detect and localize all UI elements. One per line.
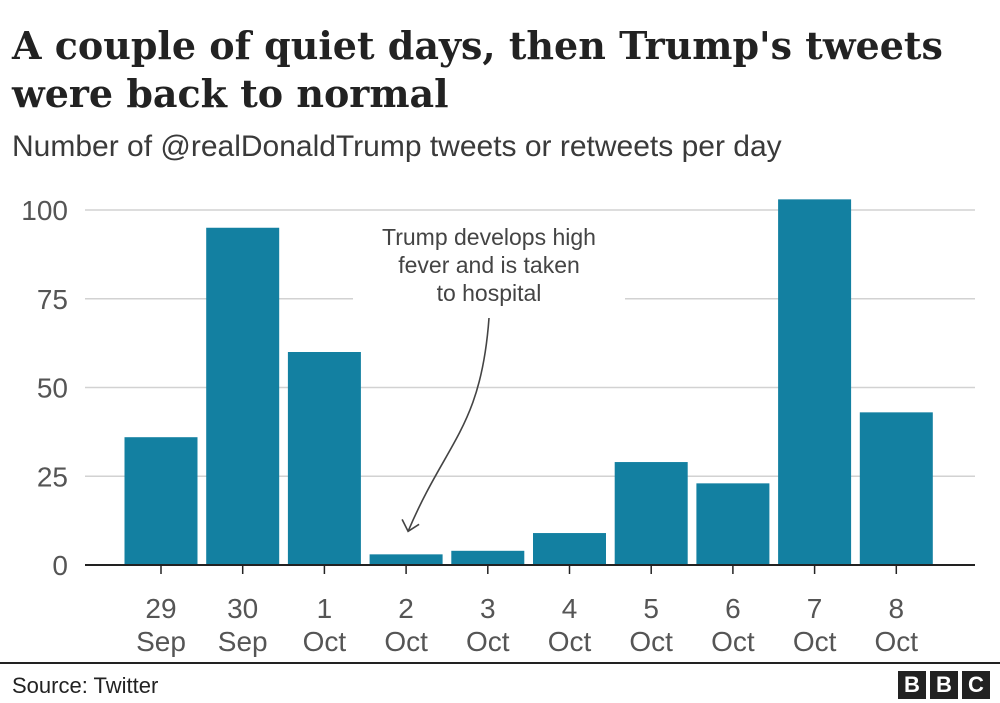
- bar: [778, 199, 852, 565]
- bar: [287, 352, 361, 565]
- annotation-arrow: [407, 317, 490, 532]
- bbc-logo-letter-3: C: [962, 671, 990, 699]
- bar: [206, 227, 280, 565]
- bar: [859, 412, 933, 565]
- x-tick-label: 29: [145, 593, 176, 624]
- x-tick-label: 4: [562, 593, 578, 624]
- bbc-logo-letter-2: B: [930, 671, 958, 699]
- y-tick-label: 100: [21, 195, 68, 226]
- chart-title: A couple of quiet days, then Trump's twe…: [12, 23, 943, 116]
- bar: [696, 483, 770, 565]
- bar: [533, 533, 606, 565]
- chart-subtitle: Number of @realDonaldTrump tweets or ret…: [12, 130, 782, 163]
- footer-divider: [0, 662, 1000, 664]
- x-tick-label: Oct: [793, 626, 837, 657]
- x-tick-label: 2: [398, 593, 414, 624]
- source-credit: Source: Twitter: [12, 673, 159, 698]
- annotation-text: fever and is taken: [398, 252, 580, 278]
- annotation-background: [353, 220, 625, 312]
- x-tick-label: Oct: [629, 626, 673, 657]
- x-tick-label: Oct: [711, 626, 755, 657]
- bar: [614, 462, 688, 565]
- x-tick-label: 8: [889, 593, 905, 624]
- x-tick-label: 1: [317, 593, 333, 624]
- annotation-text: Trump develops high: [382, 224, 596, 250]
- x-tick-label: Oct: [466, 626, 510, 657]
- bbc-logo: B B C: [898, 671, 990, 699]
- x-tick-label: 7: [807, 593, 823, 624]
- x-tick-label: 5: [643, 593, 659, 624]
- x-tick-label: Sep: [218, 626, 268, 657]
- bbc-logo-letter-1: B: [898, 671, 926, 699]
- bar: [124, 437, 198, 565]
- x-tick-label: Oct: [303, 626, 347, 657]
- x-tick-label: 3: [480, 593, 496, 624]
- bar: [369, 554, 443, 565]
- x-tick-label: Oct: [875, 626, 919, 657]
- y-tick-label: 50: [37, 373, 68, 404]
- bars: [124, 199, 933, 565]
- y-tick-label: 25: [37, 461, 68, 492]
- x-axis-ticks: 29Sep30Sep1Oct2Oct3Oct4Oct5Oct6Oct7Oct8O…: [136, 565, 918, 657]
- x-tick-label: Oct: [548, 626, 592, 657]
- bar: [451, 550, 525, 565]
- y-tick-label: 0: [52, 550, 68, 581]
- annotation-arrowhead: [401, 518, 420, 533]
- x-tick-label: Oct: [384, 626, 428, 657]
- annotation-text: to hospital: [437, 280, 542, 306]
- x-tick-label: 6: [725, 593, 741, 624]
- x-tick-label: 30: [227, 593, 258, 624]
- y-axis-ticks: 0 25 50 75 100: [21, 195, 68, 581]
- x-tick-label: Sep: [136, 626, 186, 657]
- y-tick-label: 75: [37, 284, 68, 315]
